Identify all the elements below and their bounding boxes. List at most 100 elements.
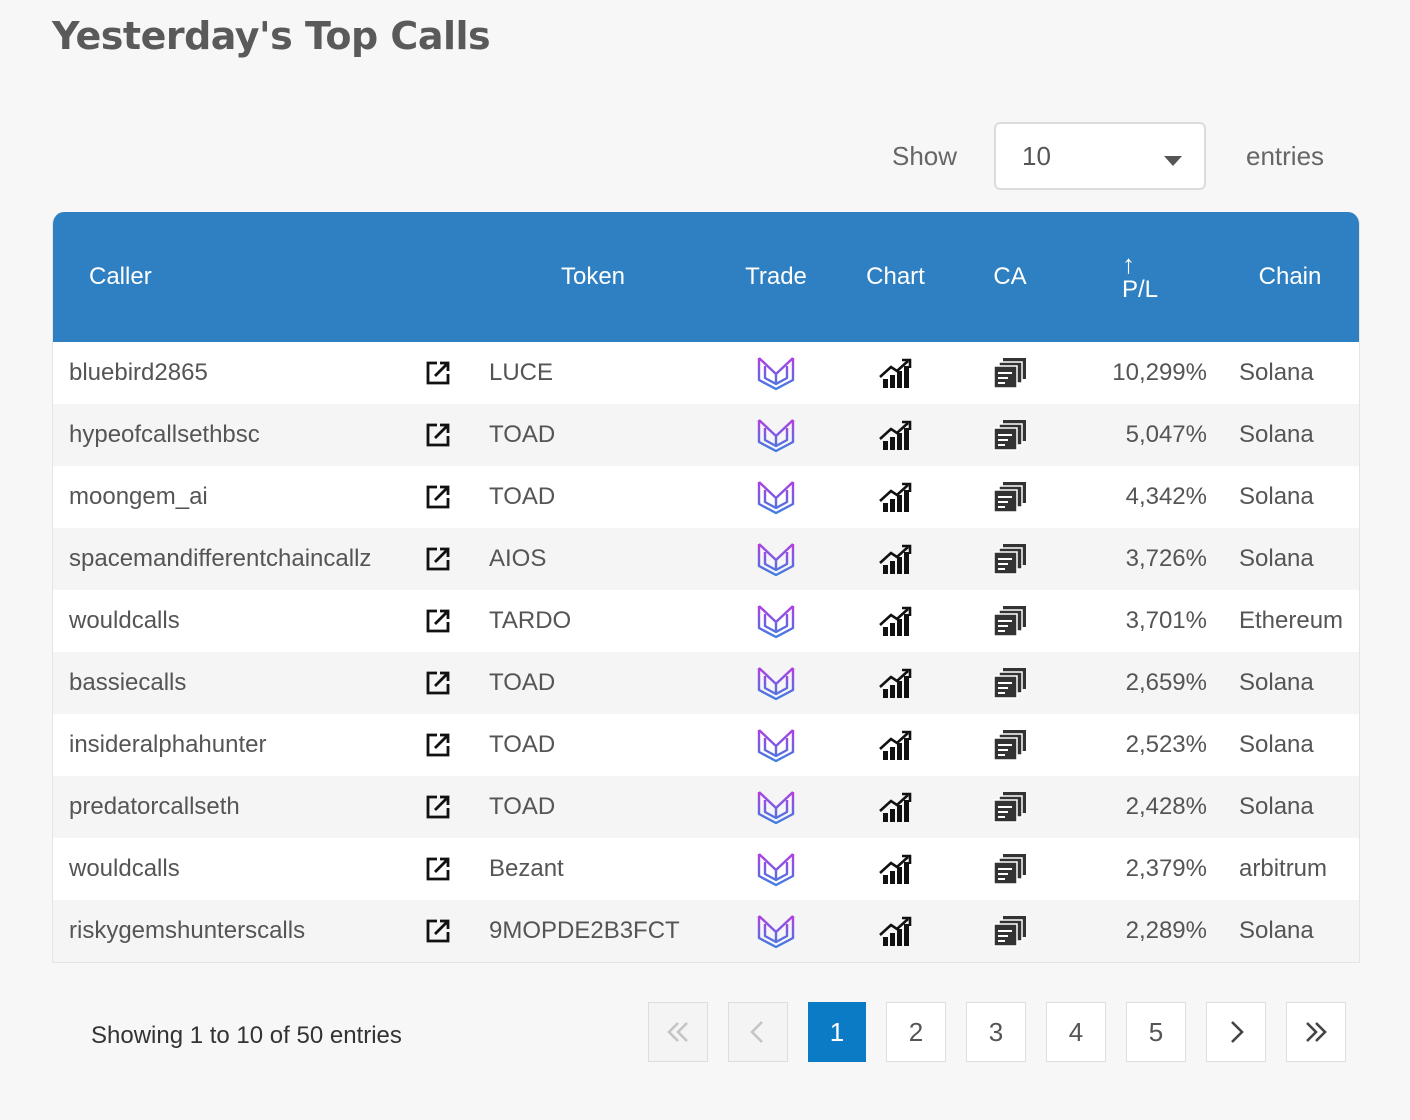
external-link-icon[interactable] <box>424 359 452 387</box>
copy-icon[interactable] <box>993 481 1027 513</box>
trade-logo-icon[interactable] <box>756 912 796 950</box>
page-2-button[interactable]: 2 <box>886 1002 946 1062</box>
entries-label: entries <box>1246 140 1325 171</box>
chart-up-icon[interactable] <box>878 543 913 575</box>
caller-name[interactable]: riskygemshunterscalls <box>69 917 306 944</box>
caller-name[interactable]: hypeofcallsethbsc <box>69 421 260 448</box>
copy-icon[interactable] <box>993 605 1027 637</box>
table-row: wouldcalls TARDO 3,701% Ethereum <box>53 590 1359 652</box>
chevron-right-icon <box>1231 1021 1244 1043</box>
profit-loss-value: 10,299% <box>1112 359 1207 386</box>
trade-logo-icon[interactable] <box>756 850 796 888</box>
trade-logo-icon[interactable] <box>756 478 796 516</box>
caller-name[interactable]: predatorcallseth <box>69 793 240 820</box>
caller-name[interactable]: moongem_ai <box>69 483 208 510</box>
profit-loss-value: 3,726% <box>1125 545 1207 572</box>
page-5-button[interactable]: 5 <box>1126 1002 1186 1062</box>
token-name: AIOS <box>489 545 547 572</box>
caller-name[interactable]: wouldcalls <box>69 855 180 882</box>
caret-down-icon <box>1164 156 1182 166</box>
chain-name: Solana <box>1239 793 1314 820</box>
caller-name[interactable]: bluebird2865 <box>69 359 208 386</box>
chain-name: arbitrum <box>1239 855 1328 882</box>
copy-icon[interactable] <box>993 543 1027 575</box>
token-name: TARDO <box>489 607 572 634</box>
external-link-icon[interactable] <box>424 917 452 945</box>
table-header-row: Caller Token Trade Chart CA ↑ P/L Chain <box>53 212 1359 342</box>
pagination: 1 2 3 4 5 <box>648 1002 1346 1062</box>
chart-up-icon[interactable] <box>878 481 913 513</box>
column-header-caller[interactable]: Caller <box>89 263 152 290</box>
external-link-icon[interactable] <box>424 731 452 759</box>
copy-icon[interactable] <box>993 729 1027 761</box>
chain-name: Solana <box>1239 917 1314 944</box>
chain-name: Solana <box>1239 545 1314 572</box>
column-header-pl[interactable]: ↑ P/L <box>1086 212 1221 342</box>
page-4-button[interactable]: 4 <box>1046 1002 1106 1062</box>
copy-icon[interactable] <box>993 791 1027 823</box>
external-link-icon[interactable] <box>424 793 452 821</box>
first-page-button[interactable] <box>648 1002 708 1062</box>
copy-icon[interactable] <box>993 419 1027 451</box>
chain-name: Solana <box>1239 483 1314 510</box>
profit-loss-value: 2,428% <box>1125 793 1207 820</box>
copy-icon[interactable] <box>993 915 1027 947</box>
column-header-trade[interactable]: Trade <box>745 263 807 290</box>
page-1-button[interactable]: 1 <box>808 1002 866 1062</box>
entries-per-page-select[interactable]: 10 <box>994 122 1206 190</box>
external-link-icon[interactable] <box>424 421 452 449</box>
chart-up-icon[interactable] <box>878 419 913 451</box>
external-link-icon[interactable] <box>424 855 452 883</box>
table-row: hypeofcallsethbsc TOAD 5,047% Solana <box>53 404 1359 466</box>
next-page-button[interactable] <box>1206 1002 1266 1062</box>
chart-up-icon[interactable] <box>878 605 913 637</box>
chart-up-icon[interactable] <box>878 915 913 947</box>
chart-up-icon[interactable] <box>878 853 913 885</box>
chain-name: Solana <box>1239 669 1314 696</box>
double-chevron-right-icon <box>1306 1022 1327 1042</box>
previous-page-button[interactable] <box>728 1002 788 1062</box>
trade-logo-icon[interactable] <box>756 726 796 764</box>
trade-logo-icon[interactable] <box>756 664 796 702</box>
column-header-chain[interactable]: Chain <box>1258 263 1322 290</box>
external-link-icon[interactable] <box>424 607 452 635</box>
trade-logo-icon[interactable] <box>756 354 796 392</box>
caller-name[interactable]: bassiecalls <box>69 669 187 696</box>
external-link-icon[interactable] <box>424 483 452 511</box>
double-chevron-left-icon <box>667 1022 688 1042</box>
chart-up-icon[interactable] <box>878 791 913 823</box>
caller-name[interactable]: spacemandifferentchaincallz <box>69 545 372 572</box>
table-row: wouldcalls Bezant 2,379% arbitrum <box>53 838 1359 900</box>
token-name: TOAD <box>489 669 556 696</box>
trade-logo-icon[interactable] <box>756 788 796 826</box>
column-header-pl-label: P/L <box>1122 276 1159 303</box>
column-header-token[interactable]: Token <box>560 263 626 290</box>
token-name: LUCE <box>489 359 554 386</box>
copy-icon[interactable] <box>993 357 1027 389</box>
column-header-chart[interactable]: Chart <box>866 263 925 290</box>
chart-up-icon[interactable] <box>878 357 913 389</box>
token-name: TOAD <box>489 793 556 820</box>
chain-name: Solana <box>1239 731 1314 758</box>
page-title: Yesterday's Top Calls <box>52 14 491 58</box>
token-name: 9MOPDE2B3FCT <box>489 917 680 944</box>
caller-name[interactable]: wouldcalls <box>69 607 180 634</box>
chart-up-icon[interactable] <box>878 667 913 699</box>
caller-name[interactable]: insideralphahunter <box>69 731 267 758</box>
table-row: insideralphahunter TOAD 2,523% Solana <box>53 714 1359 776</box>
external-link-icon[interactable] <box>424 669 452 697</box>
entries-per-page-value: 10 <box>1022 140 1051 171</box>
trade-logo-icon[interactable] <box>756 540 796 578</box>
trade-logo-icon[interactable] <box>756 602 796 640</box>
chart-up-icon[interactable] <box>878 729 913 761</box>
copy-icon[interactable] <box>993 667 1027 699</box>
trade-logo-icon[interactable] <box>756 416 796 454</box>
column-header-ca[interactable]: CA <box>993 263 1027 290</box>
chevron-left-icon <box>750 1021 763 1043</box>
chain-name: Ethereum <box>1239 607 1344 634</box>
page-3-button[interactable]: 3 <box>966 1002 1026 1062</box>
last-page-button[interactable] <box>1286 1002 1346 1062</box>
external-link-icon[interactable] <box>424 545 452 573</box>
copy-icon[interactable] <box>993 853 1027 885</box>
